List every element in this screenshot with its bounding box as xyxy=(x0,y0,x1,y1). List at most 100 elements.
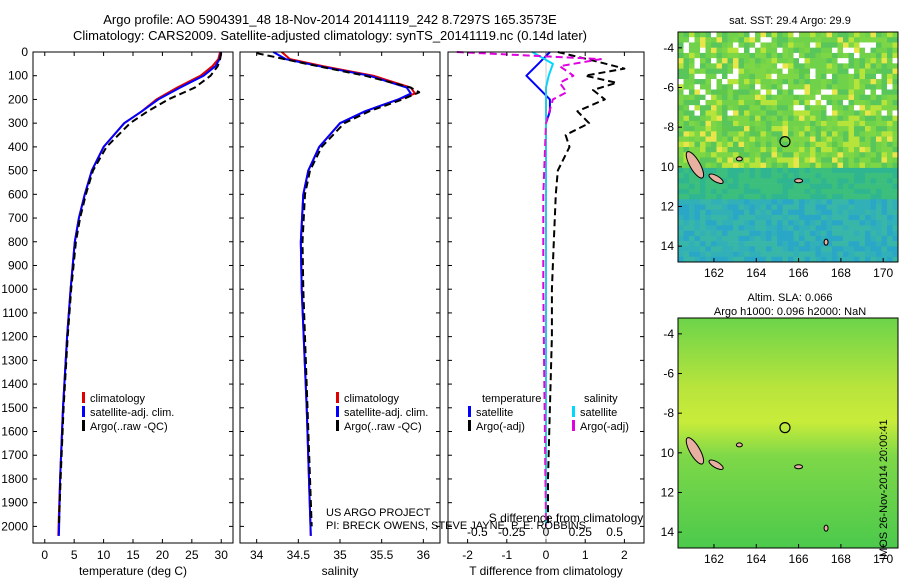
sst-cell xyxy=(848,251,855,258)
sst-cell xyxy=(766,84,772,90)
sst-cell xyxy=(810,199,816,205)
sst-cell xyxy=(887,246,893,252)
sst-cell xyxy=(733,256,739,263)
sst-cell xyxy=(793,99,800,106)
sst-cell xyxy=(749,37,756,43)
sst-cell xyxy=(738,214,745,221)
sst-cell xyxy=(760,105,767,111)
legend-salinity: climatology satellite-adj. clim. Argo(..… xyxy=(336,392,428,434)
sst-cell xyxy=(766,58,772,64)
sst-cell xyxy=(848,42,855,48)
sst-cell xyxy=(782,220,789,226)
legend-item-argo: Argo(-adj) xyxy=(468,420,541,434)
sst-cell xyxy=(705,47,712,54)
sst-cell xyxy=(727,42,734,48)
sst-cell xyxy=(722,188,728,195)
sst-cell xyxy=(683,209,690,216)
sst-cell xyxy=(821,147,827,153)
sst-cell xyxy=(738,251,745,258)
sst-cell xyxy=(700,63,706,69)
sst-cell xyxy=(678,199,684,205)
sst-cell xyxy=(744,194,750,200)
sst-cell xyxy=(711,47,717,54)
sst-cell xyxy=(727,147,734,153)
sst-cell xyxy=(892,99,899,106)
sst-cell xyxy=(799,99,805,106)
sst-cell xyxy=(870,32,877,38)
sst-cell xyxy=(854,58,860,64)
sst-cell xyxy=(854,84,860,90)
sst-cell xyxy=(804,99,811,106)
sst-cell xyxy=(766,63,772,69)
sst-cell xyxy=(859,194,866,200)
sst-cell xyxy=(810,220,816,226)
sst-cell xyxy=(876,136,882,143)
sst-cell xyxy=(727,220,734,226)
sst-cell xyxy=(694,32,701,38)
y-tick-label: 1100 xyxy=(2,306,28,320)
sst-cell xyxy=(881,199,888,205)
sst-cell xyxy=(799,63,805,69)
sst-cell xyxy=(804,58,811,64)
sst-cell xyxy=(870,131,877,137)
sst-cell xyxy=(799,136,805,143)
sst-cell xyxy=(700,225,706,231)
sst-cell xyxy=(799,235,805,242)
sst-cell xyxy=(892,256,899,263)
sst-cell xyxy=(683,204,690,211)
y-tick-label: -14 xyxy=(660,525,674,539)
sst-cell xyxy=(837,47,844,54)
sst-cell xyxy=(876,157,882,163)
sst-cell xyxy=(733,220,739,226)
sst-cell xyxy=(843,136,849,143)
sst-cell xyxy=(733,42,739,48)
sst-cell xyxy=(782,188,789,195)
sst-cell xyxy=(793,214,800,221)
sst-cell xyxy=(837,214,844,221)
sst-cell xyxy=(810,204,816,211)
sst-cell xyxy=(859,157,866,163)
sst-cell xyxy=(859,167,866,174)
sst-cell xyxy=(804,105,811,111)
sst-cell xyxy=(716,73,723,80)
sst-cell xyxy=(865,63,871,69)
sst-cell xyxy=(782,126,789,132)
sst-cell xyxy=(870,225,877,231)
sst-cell xyxy=(777,47,783,54)
sst-cell xyxy=(810,105,816,111)
sst-cell xyxy=(876,194,882,200)
sst-cell xyxy=(705,115,712,122)
sst-cell xyxy=(760,63,767,69)
sst-cell xyxy=(843,47,849,54)
sst-cell xyxy=(727,136,734,143)
sst-cell xyxy=(782,84,789,90)
sst-cell xyxy=(837,167,844,174)
legend-item-satellite: satellite xyxy=(468,406,541,420)
sst-cell xyxy=(700,230,706,237)
sst-cell xyxy=(848,136,855,143)
legend-item-climatology: climatology xyxy=(82,392,174,406)
sst-cell xyxy=(744,42,750,48)
sst-cell xyxy=(854,79,860,85)
sst-cell xyxy=(683,251,690,258)
sst-cell xyxy=(700,147,706,153)
sst-cell xyxy=(722,58,728,64)
sst-cell xyxy=(821,110,827,116)
sst-cell xyxy=(887,225,893,231)
sst-cell xyxy=(870,42,877,48)
sst-cell xyxy=(771,183,778,190)
sst-cell xyxy=(711,37,717,43)
sst-cell xyxy=(733,84,739,90)
sst-cell xyxy=(815,47,822,54)
sst-cell xyxy=(881,94,888,101)
sst-cell xyxy=(788,246,794,252)
sst-cell xyxy=(705,63,712,69)
sst-cell xyxy=(870,58,877,64)
sst-cell xyxy=(782,79,789,85)
sst-cell xyxy=(771,251,778,258)
sst-cell xyxy=(733,32,739,38)
sst-cell xyxy=(843,178,849,184)
sst-cell xyxy=(854,94,860,101)
sst-cell xyxy=(711,246,717,252)
